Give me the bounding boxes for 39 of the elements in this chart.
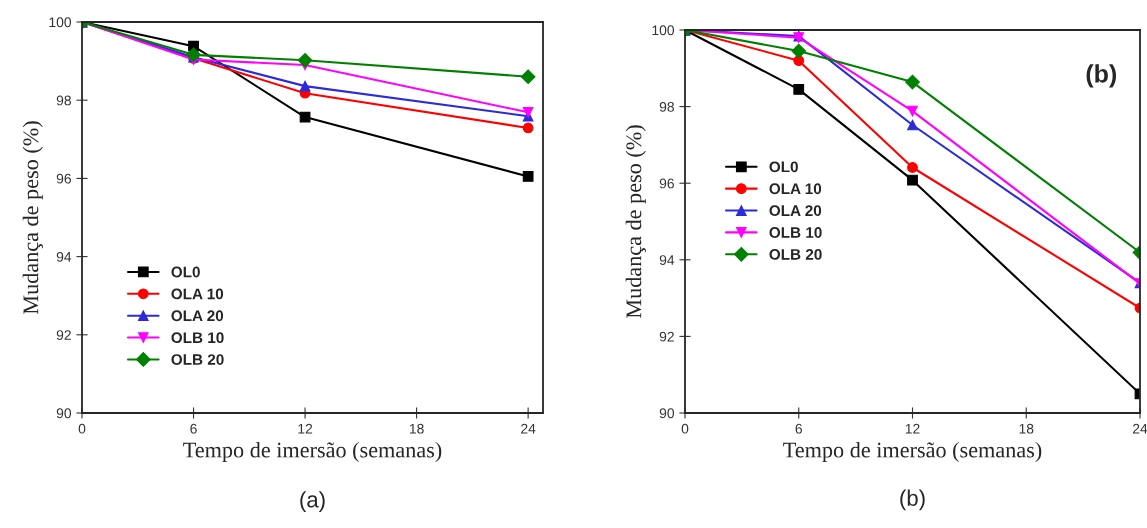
- y-tick-label: 90: [56, 408, 72, 419]
- y-tick-label: 100: [652, 25, 675, 36]
- x-tick-label: 0: [78, 423, 86, 434]
- y-tick-label: 98: [659, 101, 674, 112]
- legend-label: OL0: [171, 266, 200, 278]
- x-axis-title: Tempo de imersão (semanas): [783, 441, 1042, 463]
- y-tick-label: 96: [56, 173, 71, 184]
- legend-label: OLB 20: [171, 354, 224, 365]
- y-axis-title: Mudança de peso (%): [22, 121, 43, 315]
- legend-label: OLB 20: [769, 248, 822, 260]
- text: (b): [900, 489, 925, 511]
- legend-label: OLB 10: [769, 227, 822, 238]
- legend-label: OLA 10: [769, 183, 822, 195]
- y-tick-label: 90: [659, 408, 675, 419]
- y-tick-label: 98: [56, 95, 71, 106]
- y-tick-label: 94: [659, 255, 675, 265]
- legend-label: OLA 20: [171, 310, 224, 322]
- x-tick-label: 24: [1132, 423, 1147, 434]
- x-tick-label: 12: [905, 423, 920, 434]
- x-tick-label: 18: [1019, 423, 1034, 434]
- legend-label: OLA 10: [171, 288, 224, 300]
- x-tick-label: 6: [795, 423, 802, 434]
- x-axis-title: Tempo de imersão (semanas): [183, 441, 442, 463]
- y-tick-label: 100: [49, 17, 72, 28]
- legend-label: OLB 10: [171, 332, 224, 344]
- y-axis-title: Mudança de peso (%): [625, 125, 646, 319]
- x-tick-label: 18: [409, 423, 424, 434]
- x-tick-label: 6: [190, 423, 197, 434]
- y-tick-label: 92: [659, 331, 674, 342]
- text: (a): [300, 491, 325, 512]
- y-tick-label: 92: [56, 330, 71, 340]
- y-tick-label: 94: [56, 251, 72, 262]
- legend-label: OLA 20: [769, 205, 822, 217]
- y-tick-label: 96: [659, 178, 674, 189]
- legend-label: OL0: [769, 161, 798, 173]
- x-tick-label: 12: [298, 423, 313, 434]
- x-tick-label: 0: [681, 423, 689, 434]
- x-tick-label: 24: [521, 423, 536, 434]
- annotation: (b): [1086, 64, 1117, 88]
